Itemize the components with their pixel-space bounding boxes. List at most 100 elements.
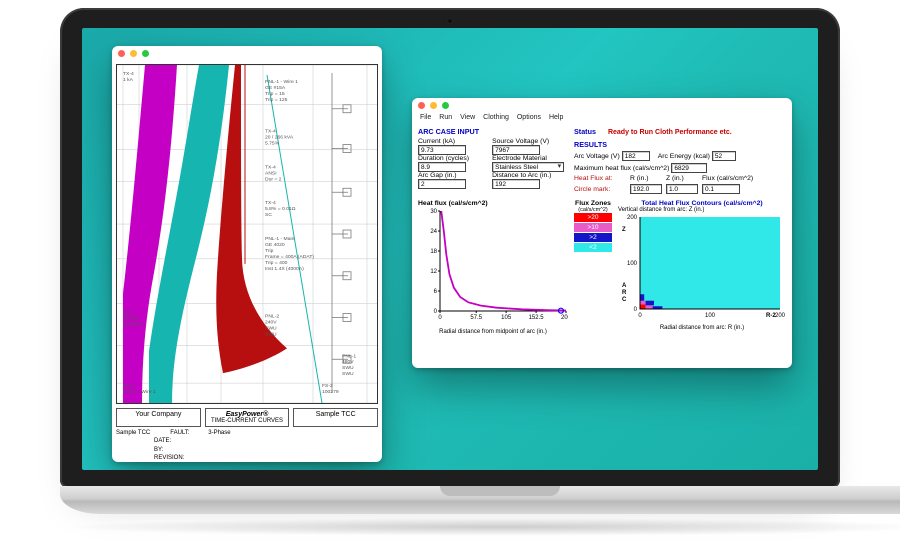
heatflux-chart: Heat flux (cal/s/cm^2) 0612182430057.510… — [418, 200, 568, 335]
close-icon[interactable] — [118, 50, 125, 57]
input-voltage[interactable]: 7967 — [492, 145, 540, 155]
label-arcv: Arc Voltage (V) — [574, 153, 620, 160]
menu-file[interactable]: File — [420, 114, 431, 121]
footer-sample: Sample TCC — [293, 408, 378, 427]
contour-chart: Total Heat Flux Contours (cal/s/cm^2) Ve… — [618, 200, 786, 335]
select-material[interactable]: Stainless Steel — [492, 162, 564, 172]
svg-text:152.5: 152.5 — [529, 315, 545, 321]
svg-text:Phil_1 - Wire 1: Phil_1 - Wire 1 — [123, 389, 156, 395]
laptop-base — [60, 486, 900, 514]
svg-text:100: 100 — [705, 313, 716, 319]
fluxzones-legend: Flux Zones (cal/s/cm^2) >20>10>2<2 — [574, 200, 612, 335]
camera-dot — [447, 18, 453, 24]
tcc-meta: Sample TCC FAULT:3-Phase DATE: BY: REVIS… — [116, 429, 378, 462]
minimize-icon[interactable] — [130, 50, 137, 57]
window-tcc[interactable]: TX-41 kAPNL-1 - Wire 1GE #15ATrip = 15Tr… — [112, 46, 382, 462]
svg-text:12: 12 — [430, 269, 437, 275]
heatflux-xlabel: Radial distance from midpoint of arc (in… — [418, 329, 568, 335]
status-header: Status — [574, 127, 596, 136]
status-text: Ready to Run Cloth Performance etc. — [608, 129, 732, 136]
label-flux: Flux (cal/s/cm^2) — [702, 175, 753, 182]
results-header: RESULTS — [574, 140, 786, 149]
svg-text:C: C — [622, 297, 627, 303]
output-r: 192.0 — [630, 184, 662, 194]
svg-text:SWU: SWU — [265, 331, 277, 337]
desktop-screen: TX-41 kAPNL-1 - Wire 1GE #15ATrip = 15Tr… — [82, 28, 818, 470]
contour-xlabel: Radial distance from arc: R (in.) — [618, 325, 786, 331]
svg-text:INRUSH: INRUSH — [123, 321, 143, 327]
svg-text:100279: 100279 — [322, 389, 339, 395]
footer-company: Your Company — [116, 408, 201, 427]
label-material: Electrode Material — [492, 155, 568, 162]
label-r: R (in.) — [630, 175, 662, 182]
titlebar[interactable] — [412, 98, 792, 112]
output-flux: 0.1 — [702, 184, 740, 194]
fluxzones-title: Flux Zones — [574, 200, 612, 207]
zone-20: >20 — [574, 213, 612, 222]
heatflux-title: Heat flux (cal/s/cm^2) — [418, 200, 568, 207]
zone-2: >2 — [574, 233, 612, 242]
close-icon[interactable] — [418, 102, 425, 109]
minimize-icon[interactable] — [430, 102, 437, 109]
svg-text:Trip = 125: Trip = 125 — [265, 97, 288, 103]
zone-2: <2 — [574, 243, 612, 252]
svg-text:57.5: 57.5 — [470, 315, 482, 321]
contour-title: Total Heat Flux Contours (cal/s/cm^2) — [618, 200, 786, 207]
menu-view[interactable]: View — [460, 114, 475, 121]
label-maxhf: Maximum heat flux (cal/s/cm^2) — [574, 165, 669, 172]
svg-text:A: A — [622, 283, 627, 289]
output-z: 1.0 — [666, 184, 698, 194]
svg-text:1 kA: 1 kA — [123, 77, 134, 83]
svg-text:100: 100 — [627, 261, 638, 267]
menu-clothing[interactable]: Clothing — [483, 114, 509, 121]
footer-title: EasyPower® TIME-CURRENT CURVES — [205, 408, 290, 427]
input-dist[interactable]: 192 — [492, 179, 540, 189]
laptop-reflection — [60, 518, 900, 536]
menu-options[interactable]: Options — [517, 114, 541, 121]
label-duration: Duration (cycles) — [418, 155, 486, 162]
svg-text:Inst 1.4X (4000A): Inst 1.4X (4000A) — [265, 266, 304, 272]
input-gap[interactable]: 2 — [418, 179, 466, 189]
arc-results-group: Status Ready to Run Cloth Performance et… — [574, 127, 786, 196]
label-z: Z (in.) — [666, 175, 698, 182]
svg-text:R: R — [622, 290, 627, 296]
label-hfat: Heat Flux at: — [574, 175, 626, 182]
label-circle: Circle mark: — [574, 186, 626, 193]
svg-text:SWU: SWU — [342, 371, 354, 377]
output-arce: 52 — [712, 151, 736, 161]
titlebar[interactable] — [112, 46, 382, 60]
input-duration[interactable]: 8.9 — [418, 162, 466, 172]
svg-text:SC: SC — [265, 212, 272, 218]
svg-text:200: 200 — [561, 315, 568, 321]
input-current[interactable]: 9.73 — [418, 145, 466, 155]
svg-text:200: 200 — [775, 313, 786, 319]
svg-text:R-2: R-2 — [766, 313, 776, 319]
menu-run[interactable]: Run — [439, 114, 452, 121]
label-current: Current (kA) — [418, 138, 486, 145]
label-dist: Distance to Arc (in.) — [492, 172, 568, 179]
output-arcv: 182 — [622, 151, 650, 161]
tcc-plot: TX-41 kAPNL-1 - Wire 1GE #15ATrip = 15Tr… — [116, 64, 378, 404]
window-arc[interactable]: File Run View Clothing Options Help ARC CASE … — [412, 98, 792, 368]
laptop-bezel: TX-41 kAPNL-1 - Wire 1GE #15ATrip = 15Tr… — [60, 8, 840, 488]
svg-text:105: 105 — [501, 315, 512, 321]
menubar[interactable]: File Run View Clothing Options Help — [412, 112, 792, 123]
label-arce: Arc Energy (kcal) — [658, 153, 710, 160]
zone-10: >10 — [574, 223, 612, 232]
menu-help[interactable]: Help — [549, 114, 563, 121]
label-gap: Arc Gap (in.) — [418, 172, 486, 179]
arc-input-group: ARC CASE INPUT Current (kA) 9.73 Duratio… — [418, 127, 568, 196]
svg-text:Dur = 2: Dur = 2 — [265, 176, 282, 182]
maximize-icon[interactable] — [142, 50, 149, 57]
fluxzones-unit: (cal/s/cm^2) — [574, 207, 612, 213]
svg-text:200: 200 — [627, 215, 638, 221]
label-voltage: Source Voltage (V) — [492, 138, 568, 145]
input-header: ARC CASE INPUT — [418, 127, 568, 136]
svg-text:0: 0 — [634, 307, 638, 313]
svg-text:18: 18 — [430, 249, 437, 255]
svg-text:0: 0 — [434, 309, 438, 315]
laptop-frame: TX-41 kAPNL-1 - Wire 1GE #15ATrip = 15Tr… — [60, 8, 840, 536]
svg-text:24: 24 — [430, 229, 437, 235]
output-maxhf: 6829 — [671, 163, 707, 173]
maximize-icon[interactable] — [442, 102, 449, 109]
